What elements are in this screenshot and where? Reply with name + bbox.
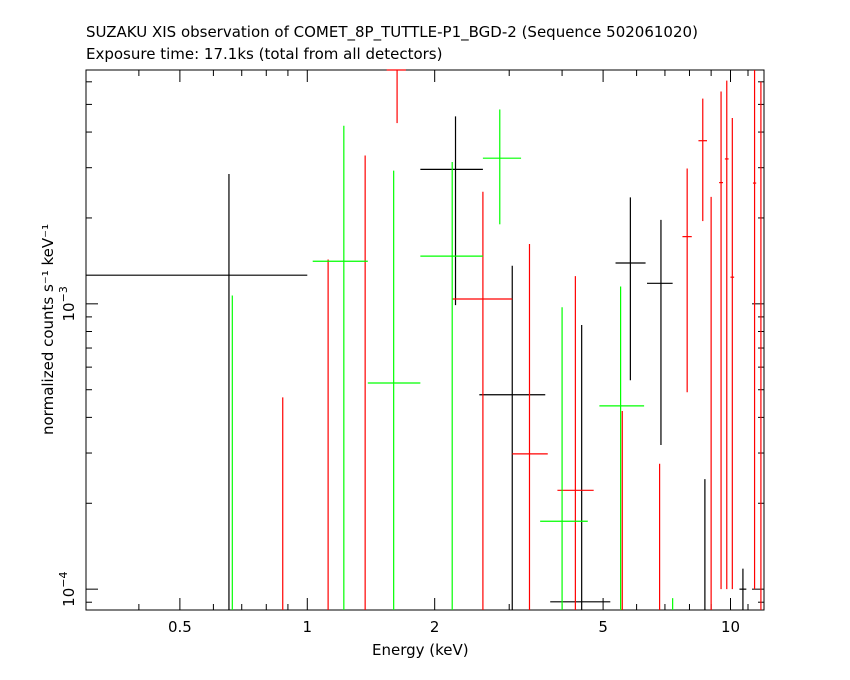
x-axis-label: Energy (keV) [372, 641, 469, 659]
data-point [540, 307, 588, 610]
x-tick-label: 0.5 [168, 618, 192, 636]
x-tick-label: 2 [430, 618, 440, 636]
data-point [682, 168, 692, 393]
data-point [752, 70, 757, 590]
data-point [615, 197, 646, 381]
y-tick-labels: 10−4 10−3 [57, 286, 78, 607]
data-point [739, 568, 747, 610]
y-tick-label: 10−4 [57, 572, 78, 607]
chart-title: SUZAKU XIS observation of COMET_8P_TUTTL… [86, 23, 698, 41]
data-point [647, 219, 673, 446]
data-point [312, 125, 368, 610]
data-point [724, 80, 729, 590]
data-point [420, 162, 483, 610]
y-axis-label: normalized counts s⁻¹ keV⁻¹ [39, 223, 57, 435]
data-point [482, 109, 522, 225]
x-tick-label: 1 [303, 618, 313, 636]
data-point [452, 191, 513, 610]
chart-subtitle: Exposure time: 17.1ks (total from all de… [86, 45, 443, 63]
data-point [557, 276, 594, 610]
data-point [719, 91, 723, 590]
plot-frame [85, 69, 765, 611]
data-point [86, 174, 308, 610]
data-point [367, 170, 421, 610]
data-point [698, 98, 707, 222]
data-point [730, 118, 735, 590]
svg-text:10−3: 10−3 [57, 286, 78, 321]
data-point [512, 244, 548, 610]
x-tick-labels: 0.5 1 2 5 10 [168, 618, 740, 636]
svg-text:10−4: 10−4 [57, 572, 78, 607]
data-point [479, 265, 546, 610]
y-tick-label: 10−3 [57, 286, 78, 321]
data-point [386, 69, 406, 124]
data-point [550, 324, 611, 610]
data-marks [86, 69, 762, 610]
x-tick-label: 10 [721, 618, 740, 636]
data-point [599, 286, 645, 610]
axis-ticks [85, 70, 765, 610]
x-tick-label: 5 [598, 618, 608, 636]
